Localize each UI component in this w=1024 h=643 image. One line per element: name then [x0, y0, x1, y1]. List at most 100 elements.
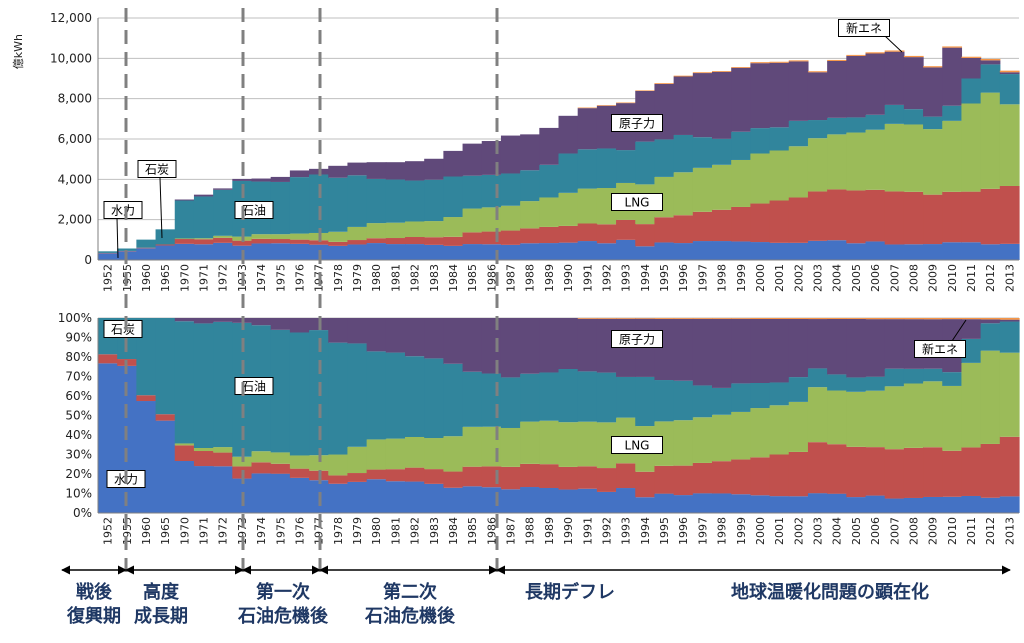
- bottom-segment-3: [866, 377, 886, 391]
- bottom-segment-0: [482, 487, 502, 513]
- bottom-segment-3: [731, 383, 751, 412]
- bottom-segment-1: [961, 447, 981, 496]
- bottom-segment-1: [770, 454, 790, 496]
- top-segment-0: [731, 241, 751, 260]
- bottom-x-tick-label: 2007: [888, 517, 901, 545]
- bottom-segment-5: [597, 318, 617, 319]
- top-segment-4: [808, 72, 828, 120]
- top-segment-1: [136, 248, 156, 249]
- top-segment-1: [654, 217, 674, 242]
- top-label-coal-leader: [160, 178, 162, 238]
- top-x-tick-label: 2006: [869, 264, 882, 292]
- top-segment-2: [194, 238, 214, 239]
- bottom-x-tick-label: 1952: [102, 517, 115, 545]
- top-segment-3: [904, 109, 924, 124]
- top-segment-5: [770, 62, 790, 63]
- bottom-segment-0: [866, 496, 886, 513]
- bottom-segment-1: [386, 469, 406, 481]
- top-segment-4: [846, 56, 866, 118]
- top-segment-3: [309, 174, 329, 232]
- bottom-segment-4: [443, 318, 463, 364]
- bottom-segment-4: [981, 319, 1001, 323]
- bottom-segment-3: [693, 385, 713, 417]
- bottom-segment-4: [866, 319, 886, 377]
- top-x-tick-label: 2007: [888, 264, 901, 292]
- bottom-segment-4: [405, 318, 425, 356]
- bottom-x-tick-label: 1974: [255, 517, 268, 545]
- top-segment-0: [501, 245, 521, 260]
- bottom-segment-4: [175, 318, 195, 321]
- top-x-tick-label: 1995: [658, 264, 671, 292]
- top-segment-0: [424, 245, 444, 260]
- bottom-x-tick-label: 2002: [792, 517, 805, 545]
- bottom-segment-0: [904, 498, 924, 513]
- period-label: 戦後: [76, 581, 113, 603]
- bottom-x-tick-label: 1988: [524, 517, 537, 545]
- top-segment-2: [674, 172, 694, 215]
- bottom-segment-5: [635, 318, 655, 319]
- bottom-segment-4: [789, 319, 809, 377]
- bottom-segment-1: [616, 463, 636, 488]
- bottom-segment-2: [539, 421, 559, 464]
- top-segment-1: [347, 240, 367, 244]
- bottom-segment-4: [520, 318, 540, 374]
- bottom-segment-5: [750, 318, 770, 319]
- bottom-segment-4: [885, 319, 905, 369]
- bottom-x-tick-label: 2005: [850, 517, 863, 545]
- bottom-x-tick-label: 1984: [447, 517, 460, 545]
- top-x-tick-label: 1974: [255, 264, 268, 292]
- top-segment-4: [981, 60, 1001, 64]
- top-segment-0: [885, 244, 905, 260]
- bottom-segment-4: [770, 319, 790, 382]
- bottom-y-tick-label: 50%: [65, 409, 92, 423]
- top-segment-1: [961, 192, 981, 243]
- top-segment-1: [328, 242, 348, 246]
- bottom-segment-4: [808, 319, 828, 368]
- bottom-segment-1: [942, 451, 962, 497]
- bottom-segment-4: [693, 319, 713, 386]
- top-segment-0: [367, 243, 387, 260]
- bottom-segment-3: [539, 372, 559, 420]
- top-segment-4: [463, 144, 483, 176]
- bottom-segment-5: [789, 318, 809, 319]
- top-segment-4: [770, 63, 790, 128]
- bottom-segment-2: [424, 438, 444, 469]
- top-segment-4: [578, 108, 598, 149]
- top-segment-0: [712, 241, 732, 260]
- bottom-segment-0: [808, 493, 828, 513]
- top-segment-4: [405, 161, 425, 180]
- top-segment-5: [712, 71, 732, 72]
- top-x-tick-label: 1992: [600, 264, 613, 292]
- top-segment-2: [539, 197, 559, 226]
- bottom-x-tick-label: 1989: [543, 517, 556, 545]
- top-segment-1: [827, 189, 847, 240]
- top-segment-3: [463, 176, 483, 209]
- top-segment-0: [654, 242, 674, 260]
- top-x-tick-label: 2005: [850, 264, 863, 292]
- bottom-segment-4: [367, 318, 387, 351]
- bottom-segment-5: [731, 318, 751, 319]
- bottom-segment-2: [386, 439, 406, 470]
- bottom-x-tick-label: 2010: [946, 517, 959, 545]
- bottom-segment-3: [156, 318, 176, 414]
- top-segment-0: [961, 242, 981, 260]
- bottom-segment-3: [271, 330, 291, 453]
- bottom-segment-2: [271, 452, 291, 463]
- bottom-segment-1: [98, 354, 118, 363]
- top-segment-0: [252, 243, 272, 260]
- top-segment-0: [923, 244, 943, 260]
- top-x-tick-label: 1987: [505, 264, 518, 292]
- top-segment-3: [367, 179, 387, 223]
- bottom-segment-0: [156, 421, 176, 513]
- bottom-segment-0: [597, 492, 617, 513]
- top-segment-3: [674, 135, 694, 172]
- top-segment-4: [271, 177, 291, 182]
- top-x-tick-label: 1981: [389, 264, 402, 292]
- top-x-tick-label: 1970: [178, 264, 191, 292]
- bottom-segment-0: [827, 494, 847, 513]
- top-label-new-energy: 新エネ: [846, 21, 882, 36]
- bottom-segment-1: [367, 470, 387, 480]
- bottom-segment-3: [424, 358, 444, 438]
- bottom-label-new-energy: 新エネ: [922, 342, 958, 357]
